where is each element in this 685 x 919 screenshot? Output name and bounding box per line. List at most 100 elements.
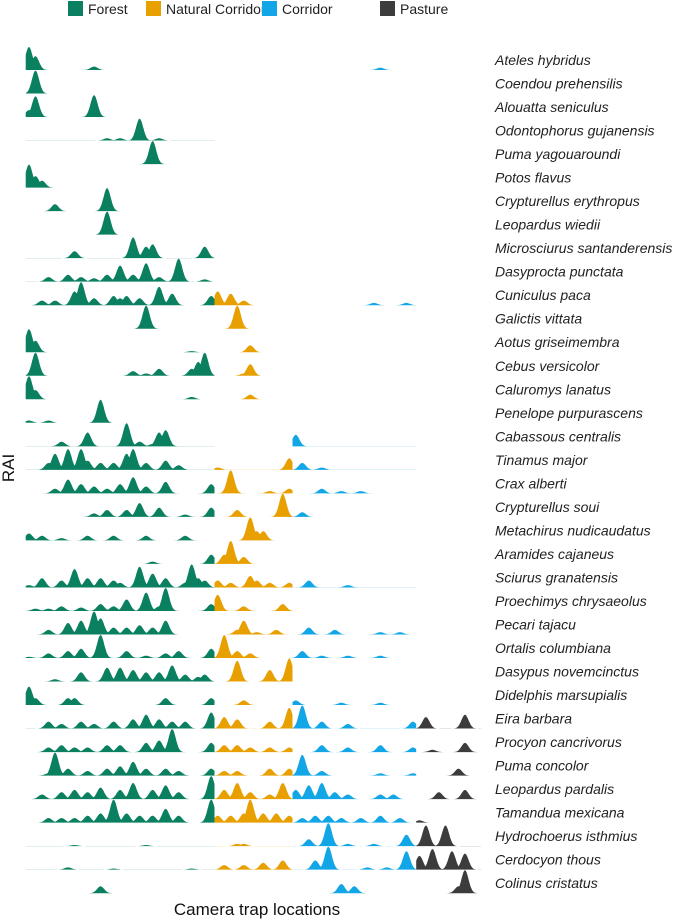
area-procyon-cancrivorus-corridor — [292, 745, 417, 753]
ridge-dasyprocta-punctata — [25, 258, 215, 282]
area-tinamus-major-forest — [25, 449, 215, 470]
area-pecari-tajacu-corridor — [292, 627, 417, 635]
ridge-tinamus-major — [25, 449, 417, 470]
area-pecari-tajacu-natural-corridor — [214, 620, 293, 635]
area-caluromys-lanatus-natural-corridor — [214, 394, 293, 400]
legend-swatch-natural-corridor — [146, 1, 161, 16]
area-potos-flavus-forest — [25, 164, 215, 188]
area-eira-barbara-pasture — [416, 714, 482, 729]
species-label-potos-flavus: Potos flavus — [495, 170, 571, 186]
species-label-puma-yagouaroundi: Puma yagouaroundi — [495, 146, 621, 162]
area-hydrochoerus-isthmius-forest — [25, 845, 215, 847]
ridge-cuniculus-paca — [25, 282, 417, 306]
ridge-penelope-purpurascens — [25, 399, 215, 423]
species-label-dasyprocta-punctata: Dasyprocta punctata — [495, 264, 624, 280]
species-label-tamandua-mexicana: Tamandua mexicana — [495, 805, 625, 821]
area-cerdocyon-thous-corridor — [292, 846, 417, 870]
area-puma-concolor-natural-corridor — [214, 768, 293, 776]
ridge-crypturellus-soui — [25, 493, 417, 517]
species-label-ortalis-columbiana: Ortalis columbiana — [495, 640, 611, 656]
ridge-ortalis-columbiana — [25, 635, 417, 658]
species-label-microsciurus-santanderensis: Microsciurus santanderensis — [495, 240, 672, 256]
area-sciurus-granatensis-corridor — [292, 580, 417, 588]
legend: Forest Natural Corridor Corridor Pasture — [68, 1, 448, 17]
species-label-leopardus-wiedii: Leopardus wiedii — [495, 217, 601, 233]
legend-label-pasture: Pasture — [400, 1, 448, 17]
ridge-colinus-cristatus — [25, 870, 482, 894]
species-label-sciurus-granatensis: Sciurus granatensis — [495, 569, 618, 585]
ridge-galictis-vittata — [25, 305, 293, 329]
area-sciurus-granatensis-natural-corridor — [214, 576, 293, 588]
ridge-didelphis-marsupialis — [25, 686, 417, 706]
legend-label-corridor: Corridor — [282, 1, 333, 17]
area-crypturellus-soui-natural-corridor — [214, 493, 293, 517]
area-pecari-tajacu-forest — [25, 611, 215, 635]
area-cebus-versicolor-natural-corridor — [214, 364, 293, 376]
species-label-dasypus-novemcinctus: Dasypus novemcinctus — [495, 664, 639, 680]
y-axis-title: RAI — [0, 454, 18, 482]
area-leopardus-wiedii-forest — [25, 211, 215, 235]
species-label-puma-concolor: Puma concolor — [495, 758, 590, 774]
species-label-caluromys-lanatus: Caluromys lanatus — [495, 381, 611, 397]
species-label-coendou-prehensilis: Coendou prehensilis — [495, 76, 623, 92]
area-leopardus-pardalis-corridor — [292, 783, 417, 800]
area-cuniculus-paca-natural-corridor — [214, 291, 293, 306]
ridge-aotus-griseimembra — [25, 329, 293, 353]
area-ortalis-columbiana-forest — [25, 635, 215, 658]
ridge-odontophorus-gujanensis — [25, 118, 215, 141]
area-puma-yagouaroundi-forest — [25, 141, 215, 165]
area-caluromys-lanatus-forest — [25, 376, 215, 400]
x-axis-title: Camera trap locations — [174, 900, 340, 919]
ridge-leopardus-wiedii — [25, 211, 215, 235]
legend-item-pasture: Pasture — [380, 1, 448, 17]
ridge-procyon-cancrivorus — [25, 729, 482, 753]
area-leopardus-pardalis-natural-corridor — [214, 783, 293, 800]
area-procyon-cancrivorus-forest — [25, 729, 215, 753]
area-hydrochoerus-isthmius-pasture — [416, 825, 482, 847]
legend-item-corridor: Corridor — [262, 1, 333, 17]
ridge-metachirus-nudicaudatus — [25, 517, 293, 541]
species-label-galictis-vittata: Galictis vittata — [495, 311, 582, 327]
ridges — [25, 47, 482, 894]
area-tamandua-mexicana-natural-corridor — [214, 799, 293, 823]
area-aramides-cajaneus-forest — [25, 554, 215, 564]
ridge-cabassous-centralis — [25, 423, 417, 447]
area-didelphis-marsupialis-natural-corridor — [214, 700, 293, 706]
area-hydrochoerus-isthmius-natural-corridor — [214, 843, 293, 847]
ridge-crypturellus-erythropus — [25, 188, 215, 212]
area-cebus-versicolor-forest — [25, 352, 215, 376]
area-ateles-hybridus-corridor — [292, 67, 417, 70]
ridge-tamandua-mexicana — [25, 799, 482, 823]
area-cabassous-centralis-corridor — [292, 434, 417, 447]
species-label-didelphis-marsupialis: Didelphis marsupialis — [495, 687, 627, 703]
area-tamandua-mexicana-forest — [25, 799, 215, 823]
area-eira-barbara-corridor — [292, 705, 417, 729]
species-label-proechimys-chrysaeolus: Proechimys chrysaeolus — [495, 593, 647, 609]
area-ortalis-columbiana-corridor — [292, 651, 417, 658]
area-puma-concolor-forest — [25, 752, 215, 776]
area-cerdocyon-thous-pasture — [416, 849, 482, 870]
area-cabassous-centralis-forest — [25, 423, 215, 447]
area-puma-concolor-corridor — [292, 755, 417, 776]
species-label-crax-alberti: Crax alberti — [495, 475, 567, 491]
area-proechimys-chrysaeolus-natural-corridor — [214, 594, 293, 611]
species-label-odontophorus-gujanensis: Odontophorus gujanensis — [495, 123, 655, 139]
area-ateles-hybridus-forest — [25, 47, 215, 70]
ridge-dasypus-novemcinctus — [25, 658, 293, 682]
ridge-coendou-prehensilis — [25, 70, 215, 94]
area-tinamus-major-natural-corridor — [214, 458, 293, 470]
area-odontophorus-gujanensis-forest — [25, 118, 215, 141]
area-crax-alberti-natural-corridor — [214, 470, 293, 494]
area-crypturellus-soui-forest — [25, 503, 215, 517]
area-galictis-vittata-natural-corridor — [214, 305, 293, 329]
species-labels: Ateles hybridus Coendou prehensilis Alouat… — [494, 52, 672, 891]
area-leopardus-pardalis-pasture — [416, 790, 482, 800]
ridge-cerdocyon-thous — [25, 846, 482, 870]
area-puma-concolor-pasture — [416, 768, 482, 776]
area-cerdocyon-thous-natural-corridor — [214, 860, 293, 870]
area-crax-alberti-corridor — [292, 488, 417, 494]
area-tinamus-major-corridor — [292, 463, 417, 470]
legend-item-natural-corridor: Natural Corridor — [146, 1, 266, 17]
species-label-aotus-griseimembra: Aotus griseimembra — [494, 334, 620, 350]
